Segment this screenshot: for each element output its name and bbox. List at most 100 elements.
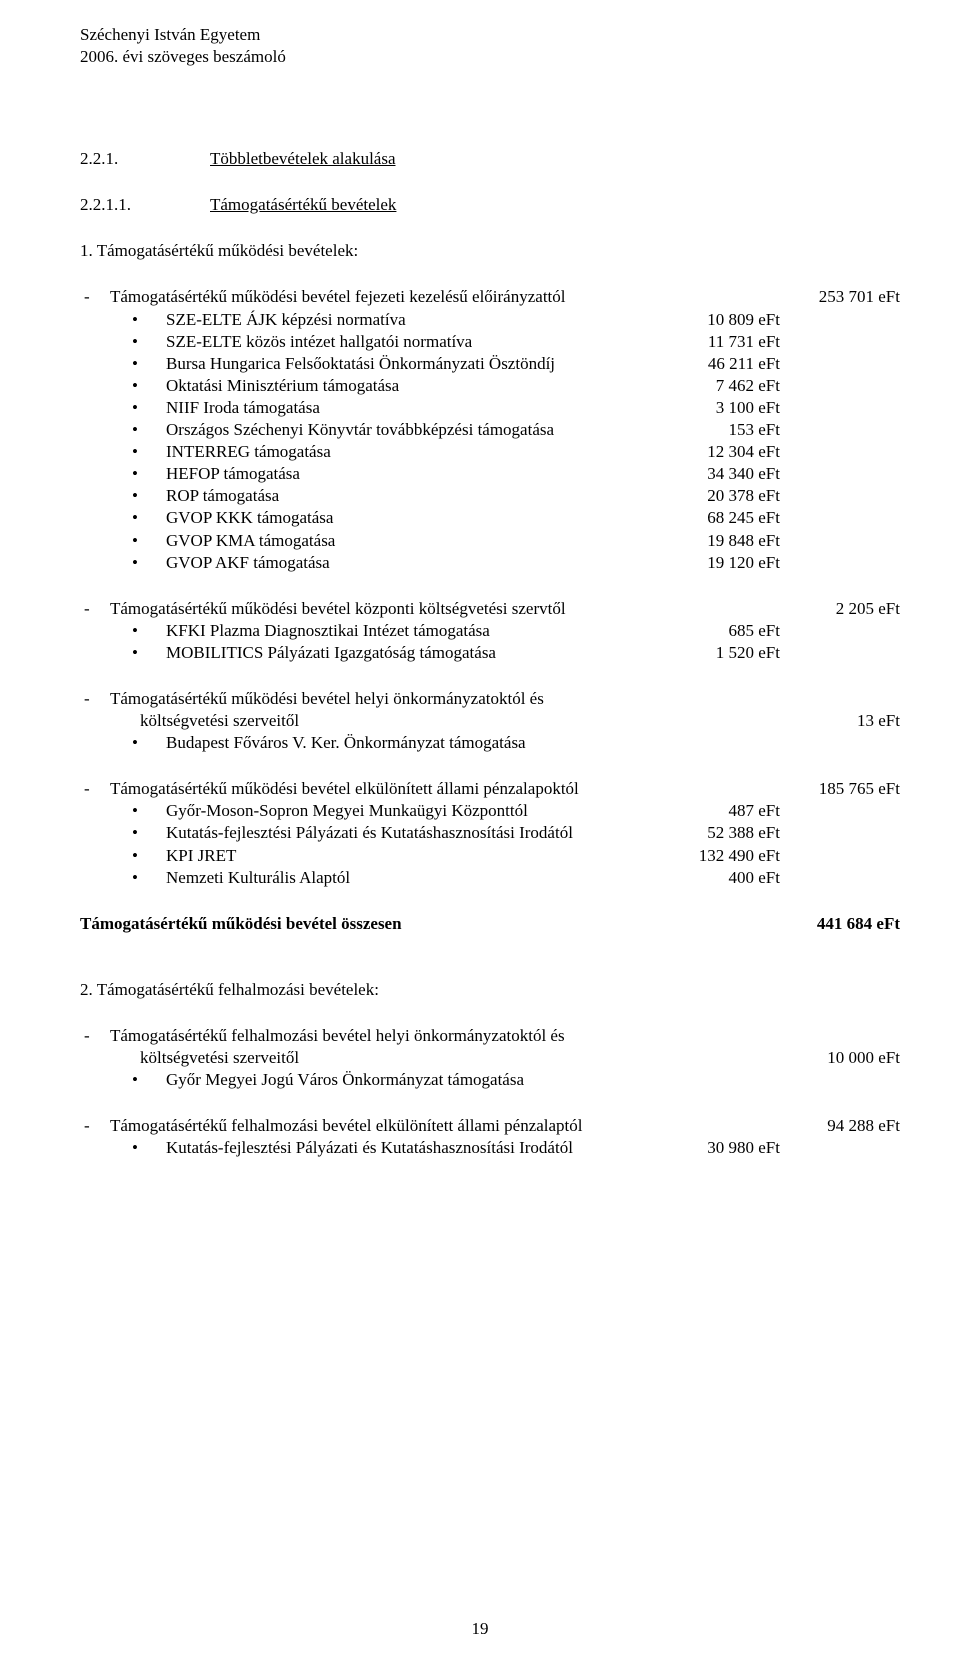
bullet-icon: •: [132, 845, 166, 867]
block-lead-value: 13 eFt: [800, 710, 900, 732]
list-item: •Győr Megyei Jogú Város Önkormányzat tám…: [132, 1069, 900, 1091]
item-label: SZE-ELTE ÁJK képzési normatíva: [166, 309, 707, 331]
list-item: •INTERREG támogatása12 304 eFt: [132, 441, 900, 463]
revenue-block-1: - Támogatásértékű működési bevétel fejez…: [80, 286, 900, 573]
dash-marker: -: [80, 688, 110, 710]
section-number: 2.2.1.: [80, 148, 210, 170]
list-item: •Kutatás-fejlesztési Pályázati és Kutatá…: [132, 1137, 900, 1159]
block-lead-text-2: költségvetési szerveitől: [140, 710, 800, 732]
block-lead-row-2: költségvetési szerveitől 10 000 eFt: [80, 1047, 900, 1069]
item-value: 10 809 eFt: [707, 309, 900, 331]
list-item: •NIIF Iroda támogatása3 100 eFt: [132, 397, 900, 419]
block-lead-value: 185 765 eFt: [800, 778, 900, 800]
item-value: 19 848 eFt: [707, 530, 900, 552]
list-title-2: 2. Támogatásértékű felhalmozási bevétele…: [80, 979, 900, 1001]
total-value: 441 684 eFt: [817, 913, 900, 935]
list-item: •Országos Széchenyi Könyvtár továbbképzé…: [132, 419, 900, 441]
block-lead-text: Támogatásértékű működési bevétel fejezet…: [110, 286, 800, 308]
bullet-icon: •: [132, 419, 166, 441]
item-value: 46 211 eFt: [708, 353, 900, 375]
block-lead-row: - Támogatásértékű felhalmozási bevétel h…: [80, 1025, 900, 1047]
bullet-icon: •: [132, 463, 166, 485]
list-item: •MOBILITICS Pályázati Igazgatóság támoga…: [132, 642, 900, 664]
block-lead-row: - Támogatásértékű működési bevétel fejez…: [80, 286, 900, 308]
dash-marker: -: [80, 598, 110, 620]
bullet-icon: •: [132, 441, 166, 463]
block-lead-row: - Támogatásértékű működési bevétel közpo…: [80, 598, 900, 620]
item-label: Oktatási Minisztérium támogatása: [166, 375, 716, 397]
item-value: 68 245 eFt: [707, 507, 900, 529]
bullet-list: •KFKI Plazma Diagnosztikai Intézet támog…: [132, 620, 900, 664]
revenue-block-5: - Támogatásértékű felhalmozási bevétel h…: [80, 1025, 900, 1091]
sub-title: Támogatásértékű bevételek: [210, 194, 396, 216]
bullet-icon: •: [132, 1137, 166, 1159]
bullet-list: •Budapest Főváros V. Ker. Önkormányzat t…: [132, 732, 900, 754]
item-label: Országos Széchenyi Könyvtár továbbképzés…: [166, 419, 729, 441]
block-lead-value: 94 288 eFt: [800, 1115, 900, 1137]
bullet-list: •Győr-Moson-Sopron Megyei Munkaügyi Közp…: [132, 800, 900, 888]
item-value: 400 eFt: [729, 867, 900, 889]
bullet-icon: •: [132, 620, 166, 642]
item-label: KPI JRET: [166, 845, 699, 867]
block-lead-value: 10 000 eFt: [800, 1047, 900, 1069]
item-value: 487 eFt: [729, 800, 900, 822]
list-item: •GVOP KKK támogatása68 245 eFt: [132, 507, 900, 529]
bullet-icon: •: [132, 331, 166, 353]
bullet-icon: •: [132, 800, 166, 822]
bullet-icon: •: [132, 507, 166, 529]
list-item: •Oktatási Minisztérium támogatása7 462 e…: [132, 375, 900, 397]
item-label: GVOP KKK támogatása: [166, 507, 707, 529]
item-value: 20 378 eFt: [707, 485, 900, 507]
block-lead-text: Támogatásértékű működési bevétel központ…: [110, 598, 800, 620]
header-report-title: 2006. évi szöveges beszámoló: [80, 46, 900, 68]
item-value: 12 304 eFt: [707, 441, 900, 463]
block-lead-text: Támogatásértékű működési bevétel elkülön…: [110, 778, 800, 800]
sub-number: 2.2.1.1.: [80, 194, 210, 216]
item-label: ROP támogatása: [166, 485, 707, 507]
block-lead-text: Támogatásértékű működési bevétel helyi ö…: [110, 688, 800, 710]
revenue-block-3: - Támogatásértékű működési bevétel helyi…: [80, 688, 900, 754]
list-item: •GVOP AKF támogatása19 120 eFt: [132, 552, 900, 574]
block-lead-row: - Támogatásértékű működési bevétel elkül…: [80, 778, 900, 800]
page-header: Széchenyi István Egyetem 2006. évi szöve…: [80, 24, 900, 68]
item-value: 11 731 eFt: [708, 331, 900, 353]
bullet-icon: •: [132, 353, 166, 375]
item-value: [780, 1069, 900, 1091]
list-item: •HEFOP támogatása34 340 eFt: [132, 463, 900, 485]
list-item: •Győr-Moson-Sopron Megyei Munkaügyi Közp…: [132, 800, 900, 822]
section-title: Többletbevételek alakulása: [210, 148, 396, 170]
bullet-list: •Kutatás-fejlesztési Pályázati és Kutatá…: [132, 1137, 900, 1159]
bullet-icon: •: [132, 309, 166, 331]
revenue-block-2: - Támogatásértékű működési bevétel közpo…: [80, 598, 900, 664]
bullet-icon: •: [132, 552, 166, 574]
total-row-1: Támogatásértékű működési bevétel összese…: [80, 913, 900, 935]
item-label: Győr Megyei Jogú Város Önkormányzat támo…: [166, 1069, 780, 1091]
item-value: [780, 732, 900, 754]
block-lead-row: - Támogatásértékű működési bevétel helyi…: [80, 688, 900, 710]
total-label: Támogatásértékű működési bevétel összese…: [80, 913, 817, 935]
dash-spacer: [80, 1047, 110, 1069]
bullet-icon: •: [132, 530, 166, 552]
list-item: •GVOP KMA támogatása19 848 eFt: [132, 530, 900, 552]
item-label: Nemzeti Kulturális Alaptól: [166, 867, 729, 889]
item-label: Kutatás-fejlesztési Pályázati és Kutatás…: [166, 1137, 707, 1159]
item-value: 1 520 eFt: [716, 642, 900, 664]
list-item: •SZE-ELTE közös intézet hallgatói normat…: [132, 331, 900, 353]
list-item: •ROP támogatása20 378 eFt: [132, 485, 900, 507]
bullet-list: •SZE-ELTE ÁJK képzési normatíva10 809 eF…: [132, 309, 900, 574]
item-label: SZE-ELTE közös intézet hallgatói normatí…: [166, 331, 708, 353]
item-label: KFKI Plazma Diagnosztikai Intézet támoga…: [166, 620, 729, 642]
bullet-icon: •: [132, 1069, 166, 1091]
bullet-icon: •: [132, 867, 166, 889]
item-label: GVOP KMA támogatása: [166, 530, 707, 552]
block-lead-text-2: költségvetési szerveitől: [140, 1047, 800, 1069]
item-label: Budapest Főváros V. Ker. Önkormányzat tá…: [166, 732, 780, 754]
page-number: 19: [0, 1618, 960, 1640]
dash-spacer: [80, 710, 110, 732]
sub-heading: 2.2.1.1. Támogatásértékű bevételek: [80, 194, 900, 216]
list-item: •SZE-ELTE ÁJK képzési normatíva10 809 eF…: [132, 309, 900, 331]
block-lead-value: 253 701 eFt: [800, 286, 900, 308]
list-title-1: 1. Támogatásértékű működési bevételek:: [80, 240, 900, 262]
bullet-icon: •: [132, 375, 166, 397]
bullet-icon: •: [132, 822, 166, 844]
